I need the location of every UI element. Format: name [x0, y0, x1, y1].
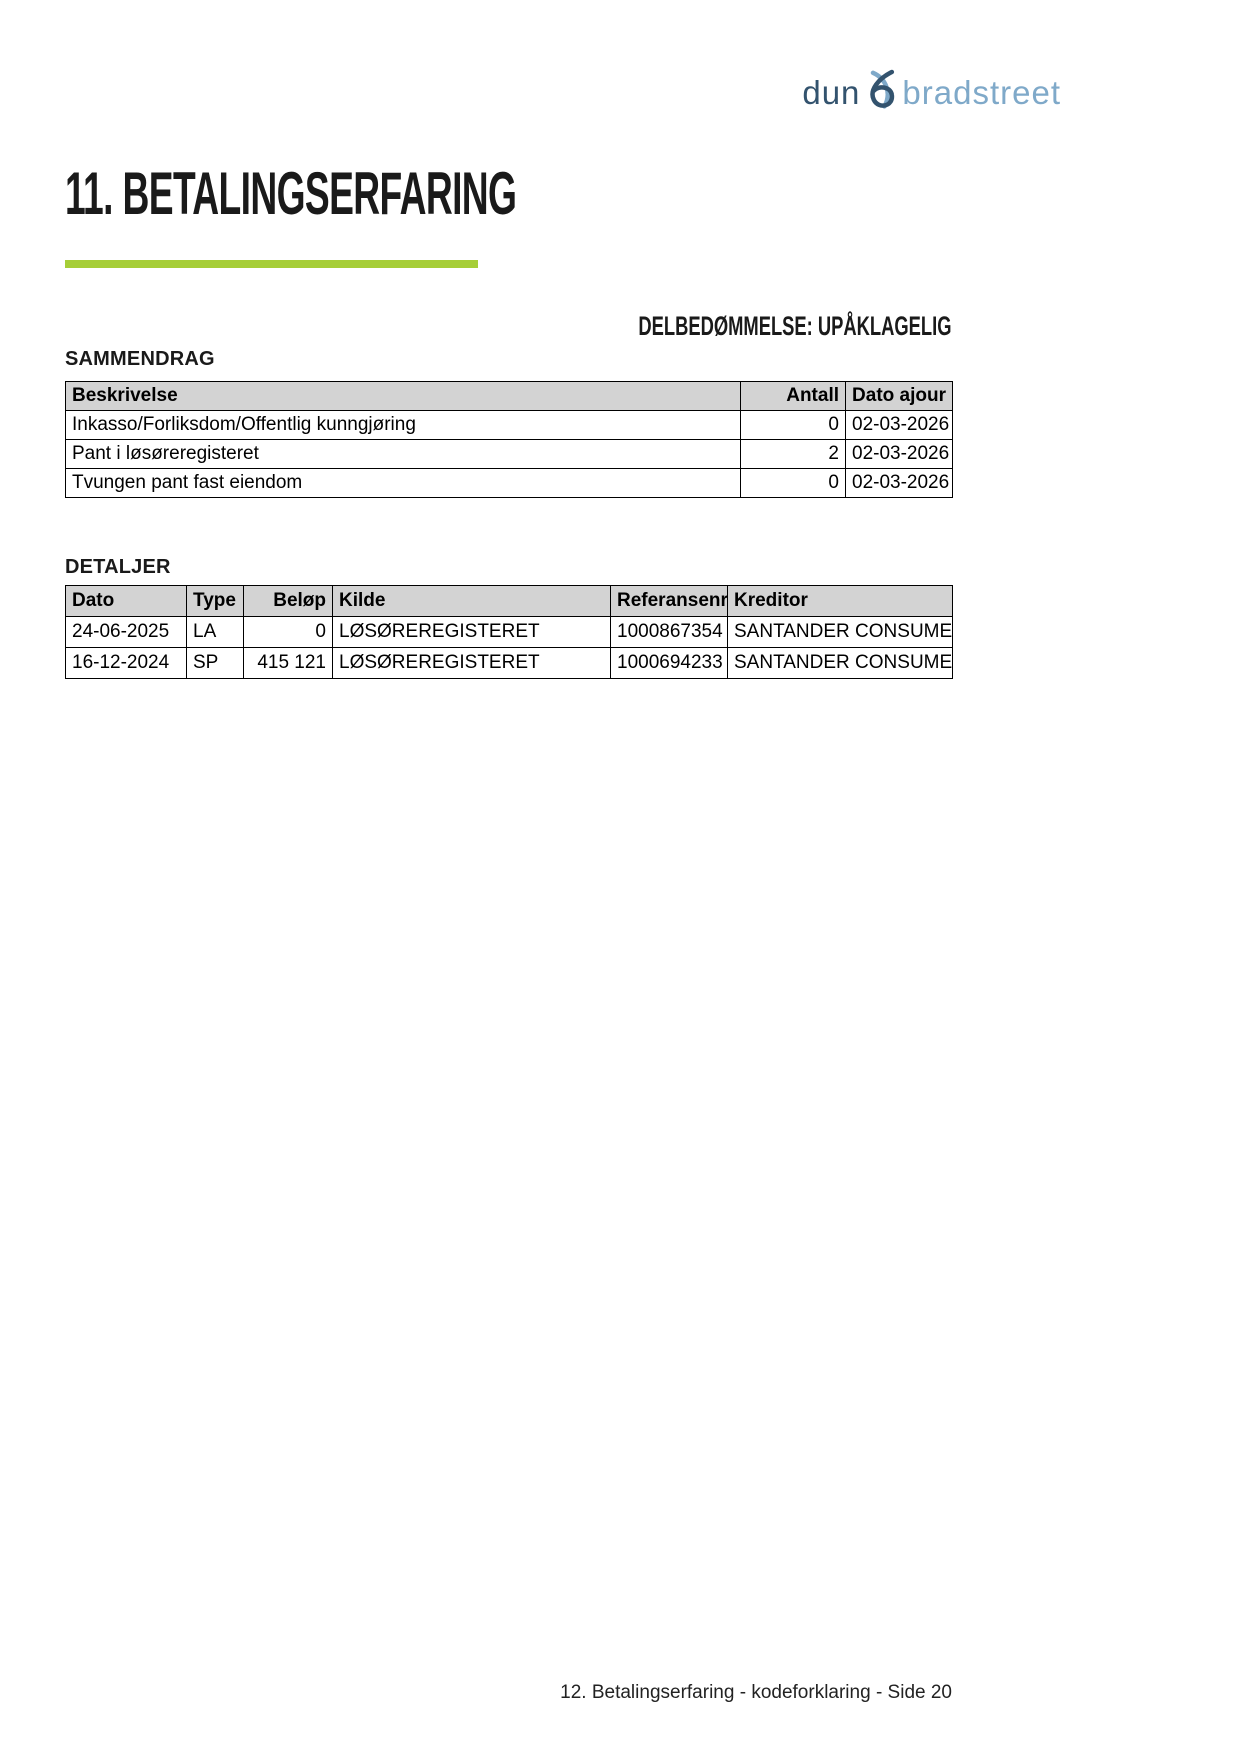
summary-col-beskrivelse: Beskrivelse — [65, 381, 741, 411]
page-title: 11. BETALINGSERFARING — [65, 160, 517, 227]
cell-referansenr: 1000867354 — [610, 616, 728, 648]
details-row: 16-12-2024 SP 415 121 LØSØREREGISTERET 1… — [65, 647, 953, 679]
cell-kilde: LØSØREREGISTERET — [332, 647, 611, 679]
cell-kreditor: SANTANDER CONSUMER BANK AS — [727, 647, 953, 679]
details-row: 24-06-2025 LA 0 LØSØREREGISTERET 1000867… — [65, 616, 953, 648]
cell-kilde: LØSØREREGISTERET — [332, 616, 611, 648]
summary-col-dato-ajour: Dato ajour — [845, 381, 953, 411]
details-col-kilde: Kilde — [332, 585, 611, 617]
summary-table: Beskrivelse Antall Dato ajour Inkasso/Fo… — [65, 381, 953, 498]
details-table: Dato Type Beløp Kilde Referansenr Kredit… — [65, 585, 953, 679]
details-col-kreditor: Kreditor — [727, 585, 953, 617]
cell-belop: 415 121 — [243, 647, 333, 679]
cell-beskrivelse: Pant i løsøreregisteret — [65, 439, 741, 469]
details-col-dato: Dato — [65, 585, 187, 617]
cell-type: LA — [186, 616, 244, 648]
cell-beskrivelse: Inkasso/Forliksdom/Offentlig kunngjøring — [65, 410, 741, 440]
logo-text-dun: dun — [802, 73, 861, 111]
details-col-belop: Beløp — [243, 585, 333, 617]
cell-dato-ajour: 02-03-2026 — [845, 410, 953, 440]
summary-row: Inkasso/Forliksdom/Offentlig kunngjøring… — [65, 410, 953, 440]
summary-row: Pant i løsøreregisteret 2 02-03-2026 — [65, 439, 953, 469]
dun-bradstreet-logo: dun bradstreet — [802, 68, 1061, 116]
cell-antall: 0 — [740, 468, 846, 498]
details-col-referansenr: Referansenr — [610, 585, 728, 617]
summary-header-row: Beskrivelse Antall Dato ajour — [65, 381, 953, 411]
cell-dato-ajour: 02-03-2026 — [845, 468, 953, 498]
assessment-line: DELBEDØMMELSE: UPÅKLAGELIG — [638, 311, 952, 341]
summary-col-antall: Antall — [740, 381, 846, 411]
details-header-row: Dato Type Beløp Kilde Referansenr Kredit… — [65, 585, 953, 617]
details-heading: DETALJER — [65, 556, 171, 578]
cell-referansenr: 1000694233 — [610, 647, 728, 679]
title-accent-bar — [65, 260, 478, 268]
cell-antall: 0 — [740, 410, 846, 440]
cell-kreditor: SANTANDER CONSUMER BANK AS — [727, 616, 953, 648]
cell-dato: 24-06-2025 — [65, 616, 187, 648]
logo-text-bradstreet: bradstreet — [902, 73, 1061, 111]
summary-heading: SAMMENDRAG — [65, 348, 215, 370]
cell-beskrivelse: Tvungen pant fast eiendom — [65, 468, 741, 498]
cell-dato: 16-12-2024 — [65, 647, 187, 679]
details-col-type: Type — [186, 585, 244, 617]
cell-antall: 2 — [740, 439, 846, 469]
cell-belop: 0 — [243, 616, 333, 648]
ampersand-icon — [864, 68, 900, 116]
page-footer: 12. Betalingserfaring - kodeforklaring -… — [560, 1682, 952, 1703]
cell-type: SP — [186, 647, 244, 679]
cell-dato-ajour: 02-03-2026 — [845, 439, 953, 469]
summary-row: Tvungen pant fast eiendom 0 02-03-2026 — [65, 468, 953, 498]
